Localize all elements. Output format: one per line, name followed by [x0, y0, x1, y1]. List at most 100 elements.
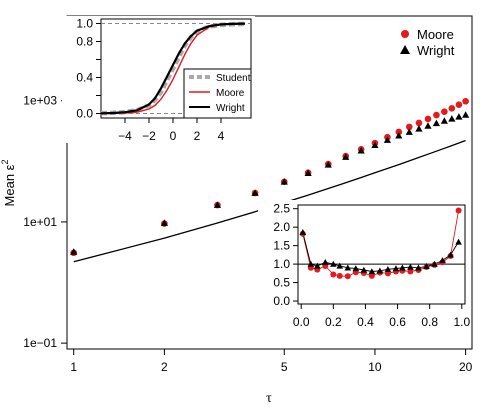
moore-point: [405, 123, 413, 131]
inset-ratio-y-tick-label: 2.0: [273, 220, 290, 234]
y-tick-label: 1e+01: [23, 215, 57, 229]
wright-point: [280, 178, 288, 185]
main-points-layer: [70, 97, 470, 257]
wright-point: [160, 219, 168, 226]
inset-wright-point: [399, 264, 406, 271]
inset-wright-point: [352, 265, 360, 272]
moore-point: [395, 128, 403, 136]
inset-moore-point: [368, 272, 375, 279]
inset-wright-point: [360, 266, 368, 273]
moore-point: [415, 119, 423, 127]
inset-cdf-x-tick-label: 2: [194, 129, 201, 143]
wright-point: [383, 136, 392, 143]
x-axis-label: τ: [266, 391, 272, 406]
inset-cdf-x-tick-label: 4: [218, 129, 225, 143]
wright-point: [440, 117, 448, 124]
wright-point: [462, 111, 470, 118]
inset-moore-point: [407, 268, 414, 275]
x-tick-label: 2: [161, 360, 168, 374]
inset-cdf-curves: [100, 21, 246, 116]
inset-cdf-x-tick-label: −4: [118, 129, 132, 143]
inset-wright-point: [376, 267, 384, 274]
inset-ratio-x-tick-label: 0.6: [389, 315, 406, 329]
wright-point: [251, 189, 259, 196]
inset-wright-point: [407, 263, 414, 270]
inset-wright-point: [415, 264, 422, 271]
inset-cdf-y-tick-label: 1.0: [76, 17, 93, 31]
inset-wright-point: [336, 262, 344, 269]
wright-point: [213, 201, 222, 208]
wright-point: [342, 153, 350, 160]
inset-cdf-panel: −4 −2 0 2 4 0.0 0.4 0.8 1.0 Student Moore Wrigh…: [62, 16, 255, 143]
inset-cdf-curve-wright: [100, 22, 246, 115]
inset-wright-point: [307, 260, 315, 267]
y-axis-label-main: Mean ε: [2, 164, 17, 206]
y-axis-label-superscript: 2: [0, 160, 10, 165]
inset-moore-point: [344, 273, 351, 280]
inset-wright-point: [368, 268, 376, 275]
inset-cdf-legend-box: [183, 68, 252, 119]
inset-cdf-legend: Student Moore Wright: [183, 68, 252, 119]
wright-point: [70, 248, 78, 255]
wright-point: [357, 147, 365, 154]
legend-marker-wright: [400, 45, 410, 54]
legend-label-moore: Moore: [417, 27, 454, 42]
inset-ratio-y-tick-label: 1.0: [273, 257, 290, 271]
inset-cdf-x-tick-label: −2: [142, 129, 156, 143]
inset-wright-point: [321, 258, 329, 265]
legend-label-wright-inset: Wright: [216, 103, 245, 114]
wright-point: [371, 141, 379, 149]
wright-point: [424, 122, 432, 129]
moore-point: [455, 101, 463, 108]
wright-point: [304, 169, 312, 176]
wright-point: [432, 119, 441, 127]
inset-cdf-y-tick-label: 0.0: [76, 107, 93, 121]
svg-text:Mean ε2: Mean ε2: [0, 160, 17, 207]
inset-ratio-y-tick-label: 2.5: [273, 202, 290, 216]
inset-ratio-x-tick-label: 0.8: [421, 315, 438, 329]
inset-moore-point: [336, 272, 343, 279]
inset-ratio-y-tick-label: 1.5: [273, 239, 290, 253]
inset-ratio-panel: 0.0 0.2 0.4 0.6 0.8 1.0 0.0 0.5 1.0 1.5 2.0 2.5: [258, 200, 470, 345]
inset-ratio-points: [299, 207, 462, 280]
inset-ratio-y-tick-label: 0.0: [273, 294, 290, 308]
main-plot-frame: [66, 15, 473, 350]
wright-point: [448, 115, 456, 122]
inset-cdf-y-tick-label: 0.4: [76, 71, 93, 85]
legend-label-moore-inset: Moore: [216, 88, 245, 99]
inset-cdf-y-tick-label: 0.8: [76, 35, 93, 49]
inset-wright-point: [384, 265, 392, 272]
moore-point: [441, 108, 448, 115]
legend-marker-moore: [401, 30, 409, 38]
inset-ratio-frame: [297, 204, 466, 305]
inset-wright-point: [439, 257, 446, 264]
main-legend: Moore Wright: [400, 27, 455, 58]
inset-ratio-x-tick-label: 1.0: [453, 315, 470, 329]
inset-ratio-x-tick-label: 0.4: [357, 315, 374, 329]
inset-ratio-y-tick-label: 0.5: [273, 276, 290, 290]
main-x-axis: 1 2 5 10 20: [70, 349, 473, 374]
inset-ratio-x-tick-label: 0.2: [325, 315, 342, 329]
moore-point: [433, 111, 440, 119]
inset-ratio-x-tick-label: 0.0: [293, 315, 310, 329]
inset-ratio-x-axis: 0.0 0.2 0.4 0.6 0.8 1.0: [293, 304, 470, 329]
inset-wright-point: [447, 251, 454, 258]
wright-point: [405, 128, 413, 135]
inset-wright-point: [344, 264, 352, 271]
legend-label-student: Student: [216, 73, 251, 84]
inset-wright-point: [330, 260, 337, 267]
inset-cdf-x-tick-label: 0: [170, 129, 177, 143]
moore-point: [462, 97, 469, 105]
inset-cdf-x-axis: −4 −2 0 2 4: [118, 118, 225, 143]
legend-label-wright: Wright: [417, 43, 455, 58]
moore-point: [448, 104, 456, 112]
inset-wright-point: [299, 229, 307, 235]
wright-point: [324, 161, 332, 168]
inset-wright-point: [392, 265, 400, 272]
x-tick-label: 1: [70, 360, 77, 374]
inset-wright-point: [455, 238, 462, 245]
x-tick-label: 20: [459, 360, 473, 374]
